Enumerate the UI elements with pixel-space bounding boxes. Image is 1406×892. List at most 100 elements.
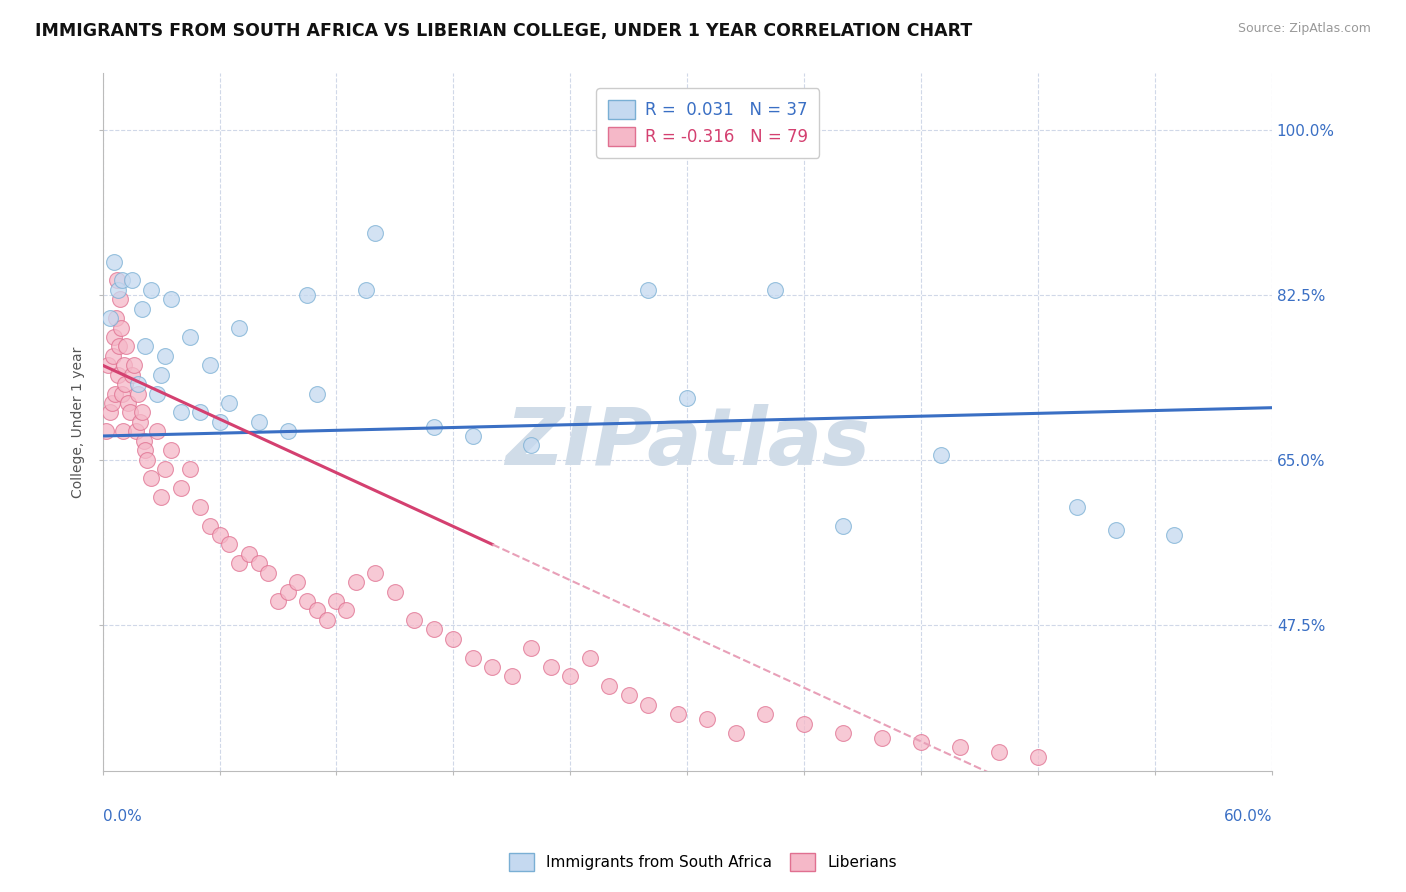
Point [461,429,484,443]
Point [297,594,319,608]
Point [136,452,159,467]
Point [832,518,855,533]
Point [481,660,503,674]
Point [441,632,464,646]
Point [208,528,231,542]
Point [103,330,125,344]
Point [169,405,191,419]
Point [344,575,367,590]
Point [520,438,543,452]
Point [305,386,328,401]
Point [315,613,337,627]
Point [754,707,776,722]
Point [832,726,855,740]
Point [121,368,143,382]
Point [218,537,240,551]
Point [929,448,952,462]
Point [112,358,135,372]
Point [1163,528,1185,542]
Point [287,575,309,590]
Point [134,339,156,353]
Point [910,735,932,749]
Point [118,405,141,419]
Text: ZIPatlas: ZIPatlas [505,404,870,482]
Point [540,660,562,674]
Point [100,311,122,326]
Point [520,641,543,656]
Point [724,726,747,740]
Legend: Immigrants from South Africa, Liberians: Immigrants from South Africa, Liberians [503,847,903,877]
Point [1105,523,1128,537]
Point [354,283,377,297]
Point [121,273,143,287]
Point [198,358,221,372]
Point [277,424,299,438]
Point [257,566,280,580]
Point [208,415,231,429]
Point [153,462,176,476]
Point [131,301,153,316]
Point [198,518,221,533]
Point [103,349,125,363]
Point [134,443,156,458]
Point [122,358,145,372]
Point [676,391,699,405]
Point [179,462,201,476]
Point [1066,500,1088,514]
Point [228,320,250,334]
Point [153,349,176,363]
Point [598,679,620,693]
Text: IMMIGRANTS FROM SOUTH AFRICA VS LIBERIAN COLLEGE, UNDER 1 YEAR CORRELATION CHART: IMMIGRANTS FROM SOUTH AFRICA VS LIBERIAN… [35,22,973,40]
Legend: R =  0.031   N = 37, R = -0.316   N = 79: R = 0.031 N = 37, R = -0.316 N = 79 [596,88,820,158]
Point [103,254,125,268]
Point [111,386,134,401]
Point [127,386,149,401]
Point [423,622,446,636]
Point [108,293,131,307]
Point [131,405,153,419]
Point [107,368,129,382]
Point [247,556,270,570]
Point [188,500,211,514]
Point [111,273,134,287]
Point [578,650,600,665]
Point [127,377,149,392]
Point [238,547,260,561]
Point [384,584,406,599]
Point [297,287,319,301]
Point [108,339,131,353]
Point [169,481,191,495]
Point [100,405,122,419]
Point [128,415,150,429]
Point [763,283,786,297]
Text: Source: ZipAtlas.com: Source: ZipAtlas.com [1237,22,1371,36]
Point [267,594,290,608]
Point [188,405,211,419]
Point [404,613,426,627]
Point [105,311,128,326]
Point [988,745,1011,759]
Point [115,339,138,353]
Point [101,396,124,410]
Point [141,283,163,297]
Point [105,273,128,287]
Point [112,424,135,438]
Point [97,358,120,372]
Point [423,419,446,434]
Point [104,386,127,401]
Point [125,424,148,438]
Y-axis label: College, Under 1 year: College, Under 1 year [72,346,86,498]
Point [501,669,523,683]
Point [560,669,582,683]
Point [228,556,250,570]
Point [146,386,169,401]
Point [247,415,270,429]
Text: 60.0%: 60.0% [1223,809,1272,824]
Point [666,707,689,722]
Point [117,396,139,410]
Point [335,603,357,617]
Point [696,712,718,726]
Point [305,603,328,617]
Point [110,320,132,334]
Point [159,443,181,458]
